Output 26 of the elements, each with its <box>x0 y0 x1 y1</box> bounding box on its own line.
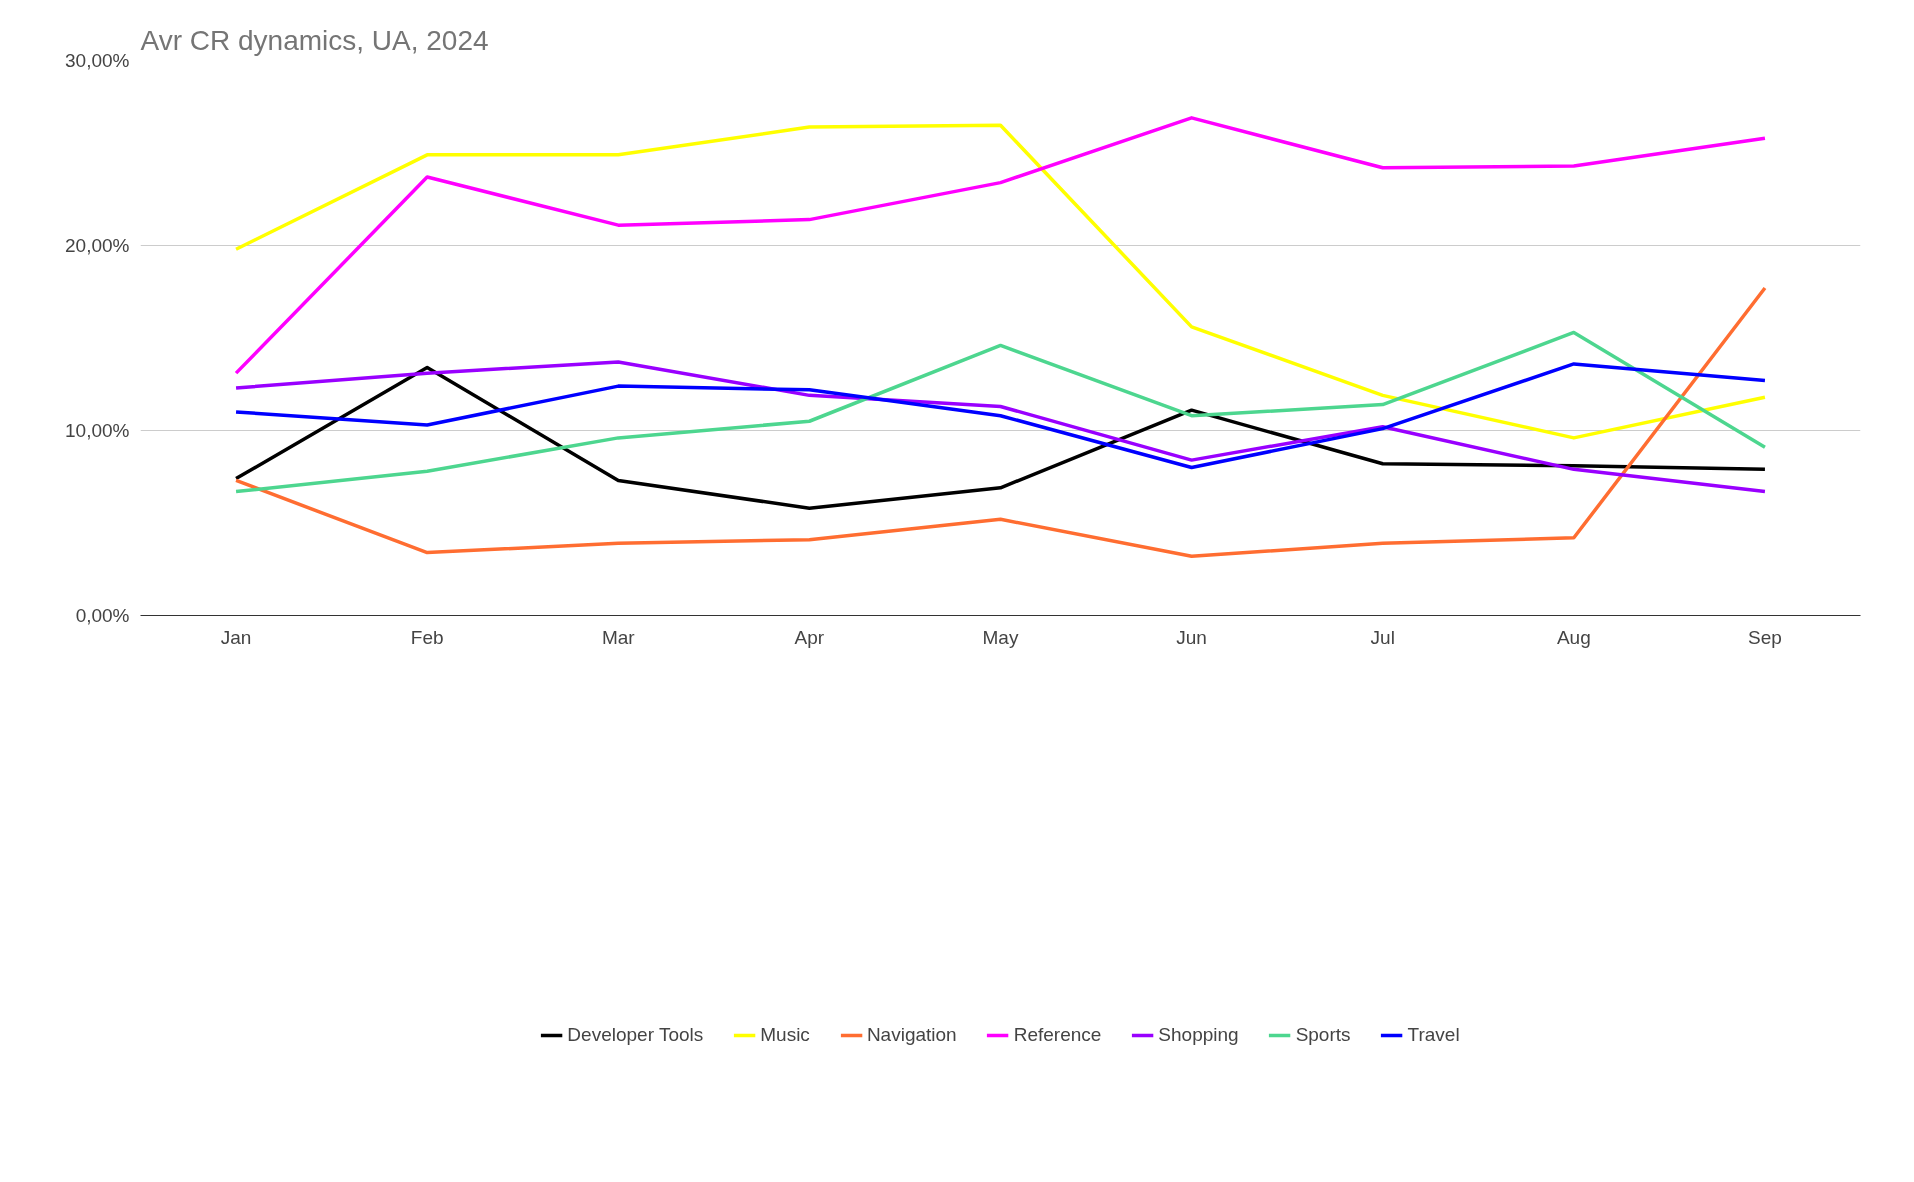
x-tick-label: Jul <box>1370 626 1395 648</box>
legend-label: Developer Tools <box>567 1023 704 1046</box>
legend-label: Navigation <box>866 1023 957 1046</box>
legend-label: Music <box>760 1023 810 1046</box>
line-series <box>234 330 1767 494</box>
line-series <box>234 362 1767 470</box>
legend-label: Travel <box>1407 1023 1460 1046</box>
x-tick-label: Apr <box>794 626 825 648</box>
x-tick-label: Sep <box>1748 626 1782 648</box>
x-tick-label: Jun <box>1176 626 1207 648</box>
legend-label: Sports <box>1295 1023 1351 1046</box>
line-series <box>234 123 1767 440</box>
x-tick-label: Feb <box>410 626 444 648</box>
x-tick-label: Jan <box>220 626 252 648</box>
x-tick-label: Aug <box>1556 626 1591 648</box>
x-tick-label: Mar <box>601 626 636 648</box>
line-series <box>234 286 1767 559</box>
x-tick-label: May <box>982 626 1019 648</box>
y-tick-label: 20,00% <box>65 235 130 256</box>
line-series <box>234 116 1767 375</box>
chart-title: Avr CR dynamics, UA, 2024 <box>140 24 489 56</box>
y-tick-label: 30,00% <box>65 50 130 71</box>
y-tick-label: 0,00% <box>75 605 130 626</box>
legend-label: Reference <box>1013 1023 1102 1046</box>
y-tick-label: 10,00% <box>65 420 130 441</box>
legend-label: Shopping <box>1158 1023 1239 1046</box>
